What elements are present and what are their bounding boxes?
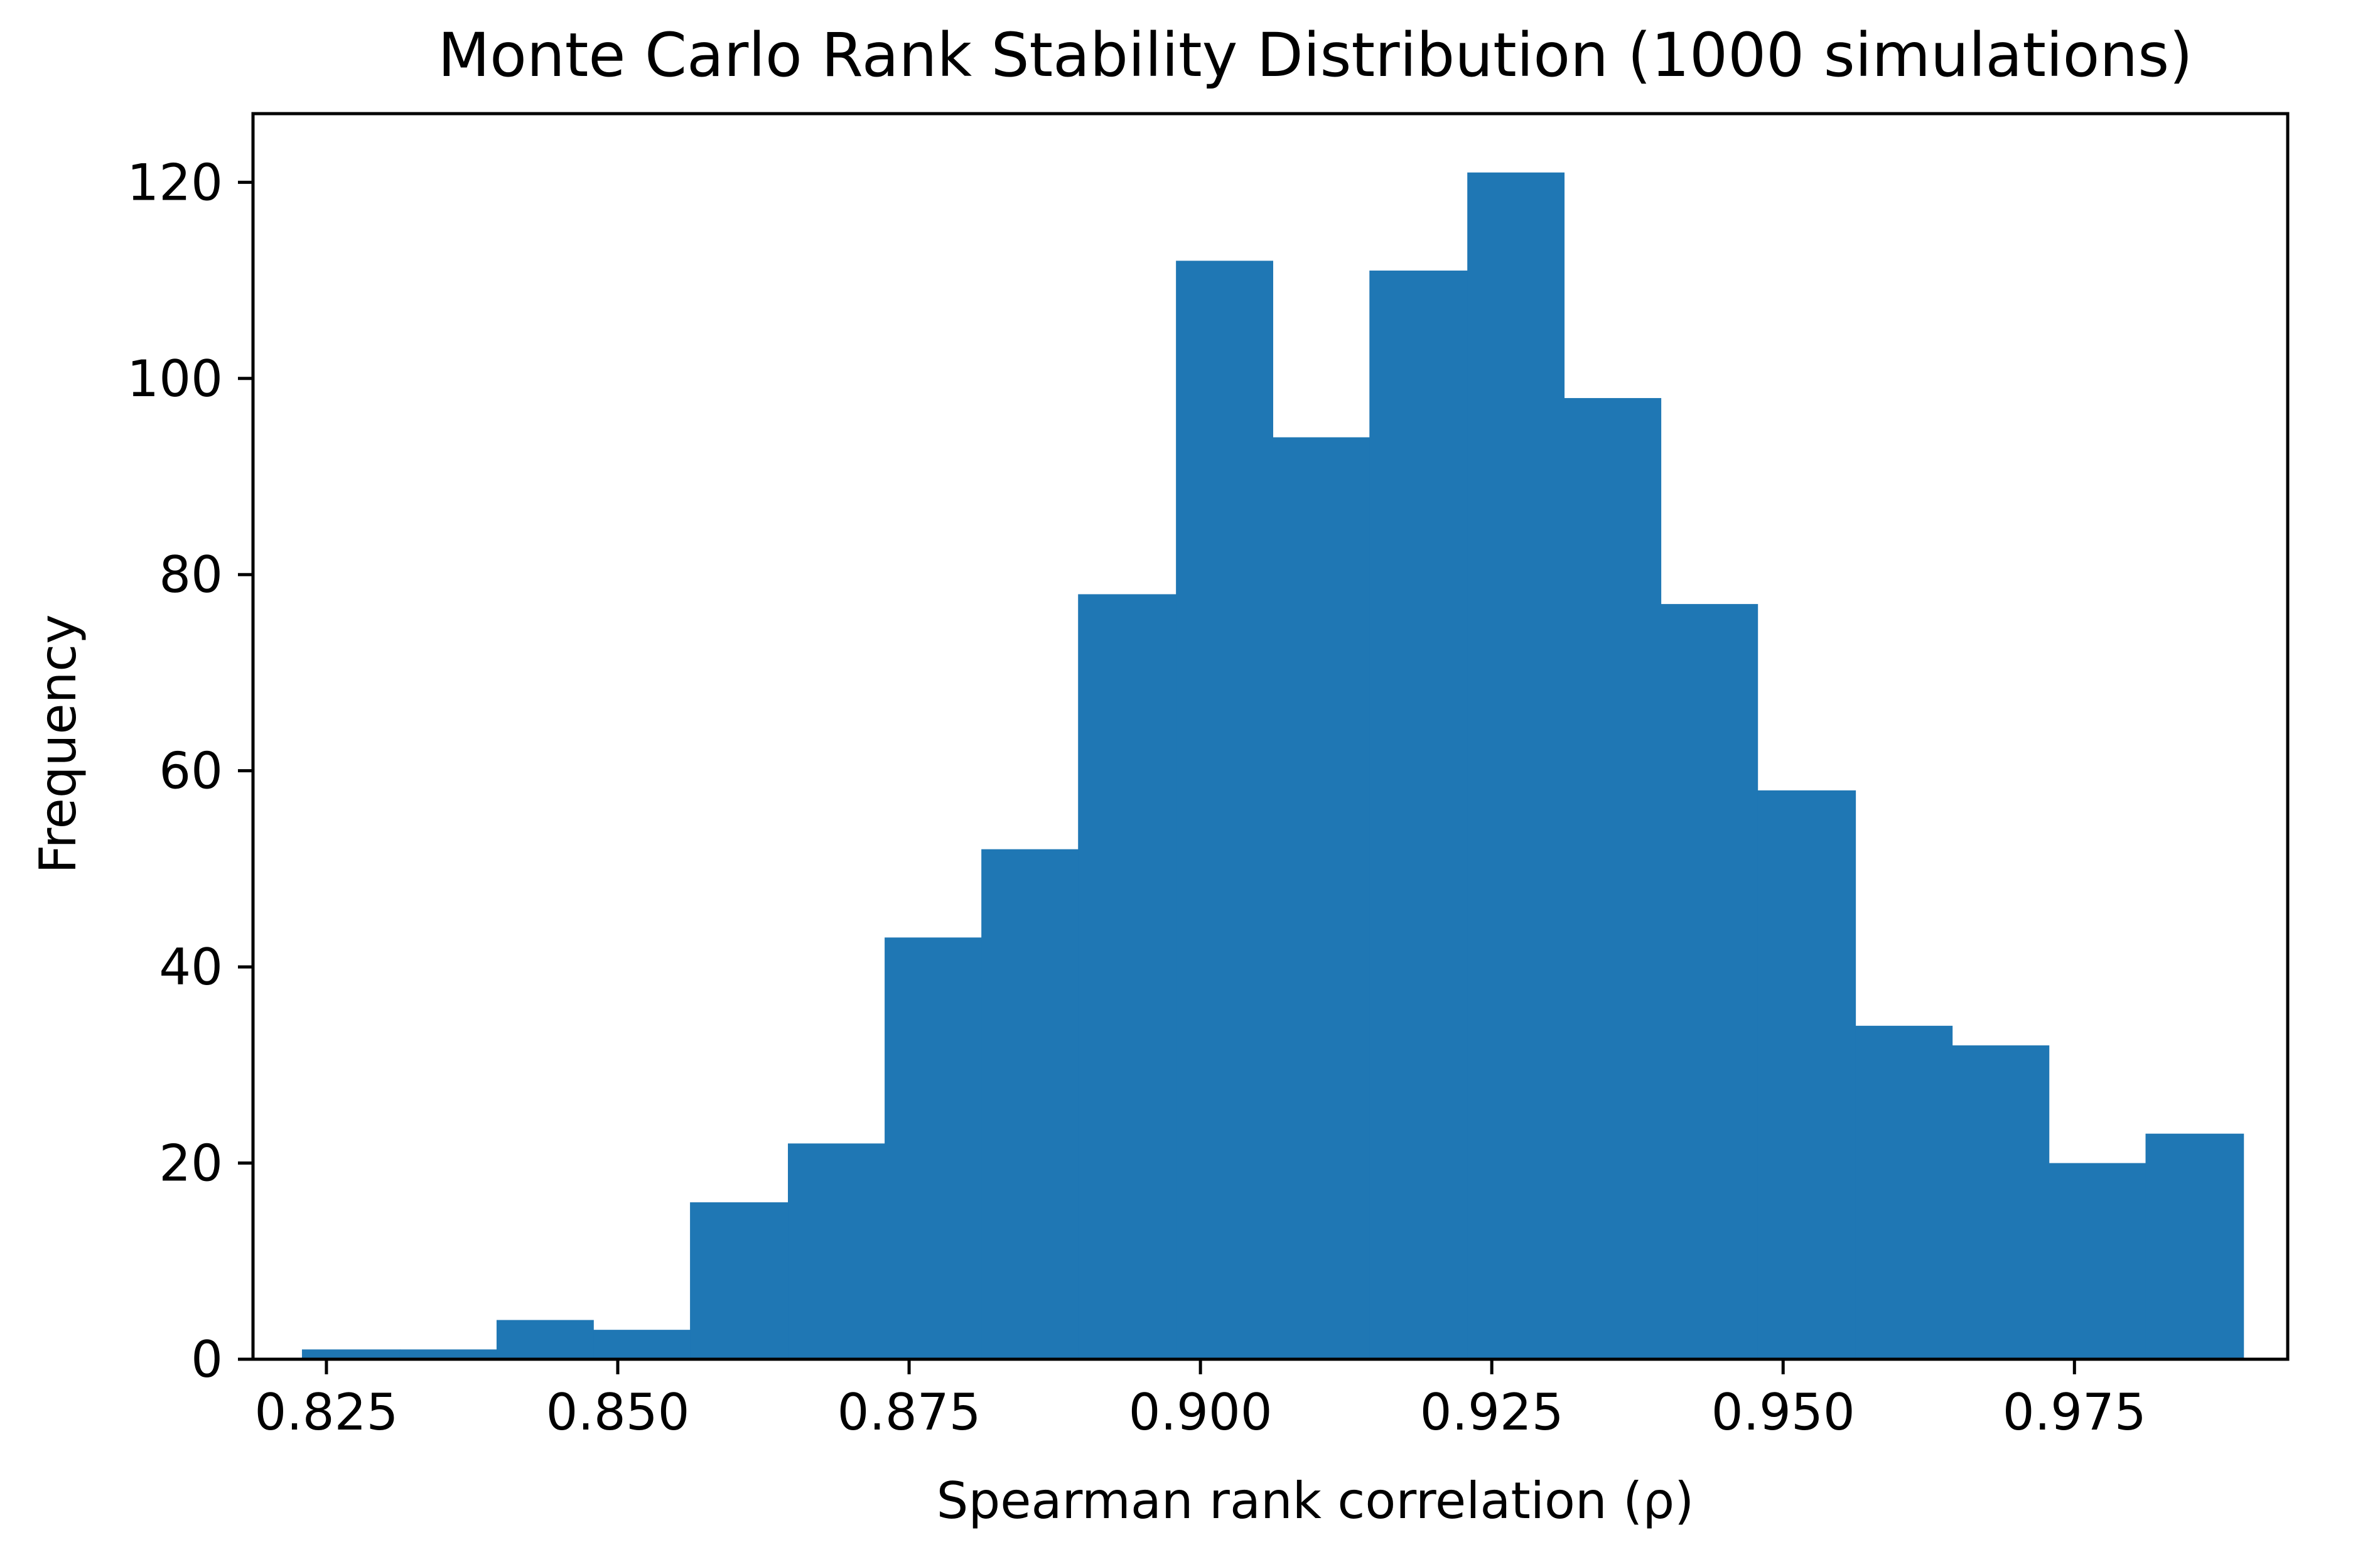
- x-tick-label: 0.975: [2003, 1383, 2146, 1441]
- x-tick-label: 0.925: [1420, 1383, 1564, 1441]
- histogram-bar: [1467, 172, 1565, 1359]
- histogram-bar: [1369, 270, 1468, 1359]
- histogram-bar: [981, 849, 1079, 1359]
- histogram-bar: [301, 1349, 401, 1359]
- y-tick-label: 20: [159, 1134, 223, 1193]
- x-tick-label: 0.875: [837, 1383, 981, 1441]
- plot-frame: [251, 112, 2290, 1361]
- histogram-bar: [1176, 261, 1274, 1360]
- x-axis-label: Spearman rank correlation (ρ): [937, 1472, 1694, 1530]
- y-axis-label: Frequency: [29, 614, 87, 873]
- y-tick-label: 100: [127, 350, 223, 408]
- histogram-bar: [788, 1143, 885, 1359]
- y-axis-ticks: 0 20 40 60 80 100 120: [127, 153, 253, 1389]
- histogram-bars: [301, 172, 2244, 1360]
- histogram-bar: [2145, 1133, 2244, 1359]
- y-tick-label: 80: [159, 546, 223, 604]
- histogram-bar: [1564, 398, 1662, 1360]
- y-tick-label: 60: [159, 742, 223, 800]
- histogram-bar: [1661, 604, 1758, 1360]
- histogram-bar: [496, 1320, 594, 1359]
- histogram-bar: [593, 1330, 691, 1359]
- y-tick-label: 40: [159, 938, 223, 996]
- histogram-bar: [1273, 437, 1370, 1359]
- y-tick-label: 120: [127, 153, 223, 212]
- x-tick-label: 0.900: [1129, 1383, 1273, 1441]
- histogram-bar: [1952, 1045, 2050, 1359]
- x-tick-label: 0.950: [1711, 1383, 1855, 1441]
- x-tick-label: 0.850: [546, 1383, 689, 1441]
- histogram-bar: [885, 937, 982, 1359]
- chart-title: Monte Carlo Rank Stability Distribution …: [438, 20, 2192, 90]
- x-axis-ticks: 0.825 0.850 0.875 0.900 0.925 0.950 0.975: [254, 1359, 2146, 1441]
- histogram-bar: [399, 1349, 497, 1359]
- histogram-bar: [690, 1202, 789, 1359]
- histogram-bar: [1855, 1025, 1953, 1359]
- histogram-bar: [1078, 594, 1177, 1360]
- x-tick-label: 0.825: [254, 1383, 398, 1441]
- histogram-bar: [1757, 790, 1856, 1359]
- y-tick-label: 0: [191, 1330, 223, 1389]
- histogram-bar: [2049, 1163, 2146, 1359]
